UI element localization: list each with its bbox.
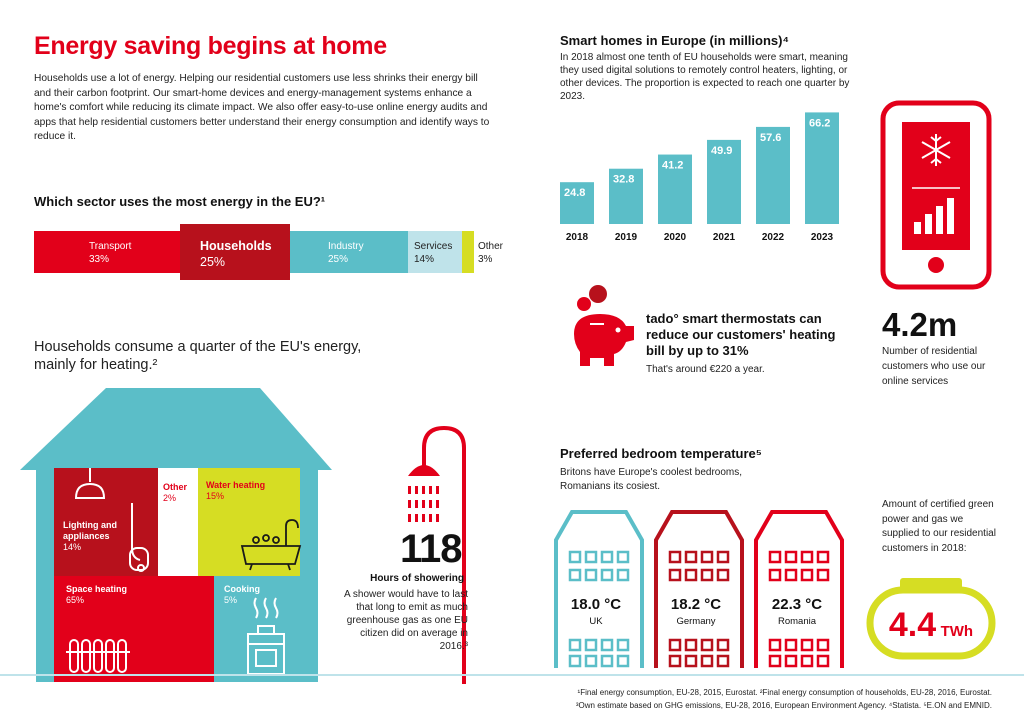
green-number: 4.4 xyxy=(888,606,937,644)
bar-2022 xyxy=(756,126,790,224)
snowflake-icon xyxy=(921,134,951,166)
temp-country-uk: UK xyxy=(589,616,603,627)
temp-value-uk: 18.0 °C xyxy=(570,596,622,613)
radiator-icon xyxy=(66,639,130,673)
room-lighting xyxy=(54,468,158,576)
sector-pct: 25% xyxy=(328,254,349,265)
temp-value-germany: 18.2 °C xyxy=(670,596,722,613)
temp-country-romania: Romania xyxy=(777,616,817,627)
sector-pct: 14% xyxy=(414,254,435,265)
signal-bars-icon xyxy=(914,198,954,234)
shower-heading: Hours of showering xyxy=(370,573,464,584)
footnote-line-2: ³Own estimate based on GHG emissions, EU… xyxy=(575,701,992,710)
sector-label: Households xyxy=(200,239,272,253)
sector-transport: Transport 33% xyxy=(34,231,180,273)
house-illustration xyxy=(20,388,332,682)
building-uk xyxy=(554,510,644,668)
bottom-rule xyxy=(0,674,1024,676)
bathtub-icon xyxy=(240,519,302,571)
bar-2023 xyxy=(805,112,839,224)
phone-button xyxy=(928,257,944,273)
category-label: 2020 xyxy=(664,232,687,243)
shower-text: A shower would have to last that long to… xyxy=(344,589,468,652)
label-water-heating: Water heating 15% xyxy=(206,480,266,501)
bar-value-label: 24.8 xyxy=(564,187,585,199)
smart-homes-chart: 24.8 2018 32.8 2019 41.2 2020 49.9 2021 57.6 2022… xyxy=(560,112,839,243)
sector-households: Households 25% xyxy=(180,224,290,280)
phone-illustration xyxy=(880,100,992,290)
category-label: 2022 xyxy=(762,232,785,243)
bar-2018 xyxy=(560,182,594,224)
label-other: Other 2% xyxy=(163,482,188,503)
sector-other-label: Other 3% xyxy=(474,240,518,270)
sector-pct: 25% xyxy=(200,255,226,269)
category-label: 2019 xyxy=(615,232,638,243)
footnotes: ¹Final energy consumption, EU-28, 2015, … xyxy=(440,686,992,712)
bar-value-label: 41.2 xyxy=(662,160,683,172)
label-cooking: Cooking 5% xyxy=(224,584,260,605)
category-label: 2018 xyxy=(566,232,589,243)
gas-tank-icon xyxy=(866,578,996,660)
label-lighting: Lighting and appliances 14% xyxy=(63,520,117,552)
sector-services: Services 14% xyxy=(408,231,462,273)
category-label: 2023 xyxy=(811,232,834,243)
sector-pct: 33% xyxy=(89,254,110,265)
bar-value-label: 57.6 xyxy=(760,132,781,144)
customers-text: Number of residential customers who use … xyxy=(882,346,986,387)
green-power-value: 4.4 TWh xyxy=(876,606,986,645)
bar-value-label: 32.8 xyxy=(613,174,634,186)
shower-icon xyxy=(408,425,466,684)
sector-question: Which sector uses the most energy in the… xyxy=(34,194,326,209)
phone-body xyxy=(880,100,992,290)
building-germany xyxy=(654,510,744,668)
sector-label: Other xyxy=(478,241,504,252)
sector-industry: Industry 25% xyxy=(290,231,408,273)
bar-2020 xyxy=(658,154,692,224)
sector-label: Transport xyxy=(89,241,132,252)
sector-label: Industry xyxy=(328,241,364,252)
sector-pct: 3% xyxy=(478,254,493,265)
shower-number: 118 xyxy=(400,527,463,571)
tado-subtext: That's around €220 a year. xyxy=(646,364,765,375)
sector-label: Services xyxy=(414,241,453,252)
temp-value-romania: 22.3 °C xyxy=(771,596,823,613)
green-power-text: Amount of certified green power and gas … xyxy=(882,499,996,554)
customers-number: 4.2m xyxy=(882,306,958,343)
bar-value-label: 66.2 xyxy=(809,117,830,129)
room-water-heating xyxy=(198,468,300,576)
building-romania xyxy=(754,510,844,668)
room-space-heating xyxy=(54,576,214,682)
label-space-heating: Space heating 65% xyxy=(66,584,128,605)
bar-2021 xyxy=(707,139,741,224)
house-roof xyxy=(20,388,332,470)
category-label: 2021 xyxy=(713,232,736,243)
temperature-title: Preferred bedroom temperature⁵ xyxy=(560,446,762,461)
intro-text: Households use a lot of energy. Helping … xyxy=(34,73,490,142)
green-unit: TWh xyxy=(940,623,974,640)
piggy-bank-icon xyxy=(574,285,634,366)
vacuum-icon xyxy=(129,503,149,572)
bar-2019 xyxy=(609,168,643,224)
buildings-illustration xyxy=(554,510,844,668)
temperature-subtitle: Britons have Europe's coolest bedrooms, … xyxy=(560,467,743,492)
sector-other xyxy=(462,231,474,273)
room-other xyxy=(158,468,198,576)
household-subtitle: Households consume a quarter of the EU's… xyxy=(34,339,362,373)
lamp-icon xyxy=(74,468,106,499)
temp-country-germany: Germany xyxy=(676,616,716,627)
page-title: Energy saving begins at home xyxy=(34,32,387,60)
footnote-line-1: ¹Final energy consumption, EU-28, 2015, … xyxy=(577,688,992,697)
chart-title: Smart homes in Europe (in millions)⁴ xyxy=(560,33,789,48)
sector-bar: Transport 33% Households 25% Industry 25… xyxy=(34,224,514,280)
chart-description: In 2018 almost one tenth of EU household… xyxy=(560,52,850,102)
bar-value-label: 49.9 xyxy=(711,145,732,157)
tado-text: tado° smart thermostats can reduce our c… xyxy=(646,311,836,358)
